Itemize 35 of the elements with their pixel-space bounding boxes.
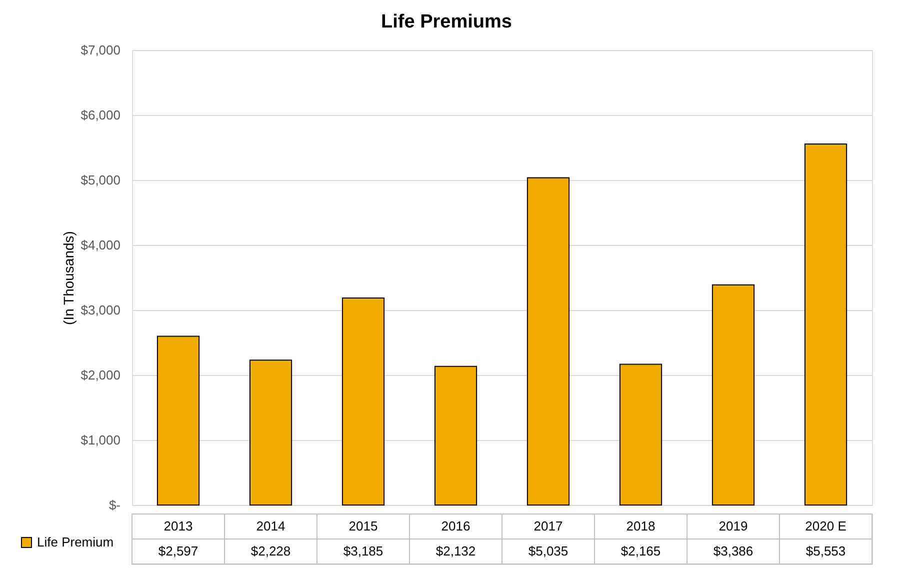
data-label: $2,597 [158, 544, 198, 558]
chart-title: Life Premiums [381, 12, 512, 32]
bar [249, 360, 292, 506]
y-tick-label: $3,000 [80, 302, 120, 318]
y-tick-label: $4,000 [80, 238, 120, 252]
x-tick-label: 2019 [718, 518, 748, 534]
y-tick-label: $6,000 [80, 108, 120, 122]
y-tick-label: $5,000 [80, 172, 120, 188]
x-tick-label: 2013 [164, 518, 193, 534]
x-tick-label: 2017 [534, 518, 563, 534]
data-label: $2,228 [250, 544, 291, 558]
bar [342, 297, 385, 506]
legend-label: Life Premium [37, 534, 114, 550]
data-label: $2,132 [436, 544, 476, 558]
y-tick-label: $2,000 [80, 368, 120, 382]
bar [712, 284, 755, 506]
data-label: $5,035 [528, 544, 568, 558]
bar [526, 177, 570, 506]
bar [804, 144, 848, 506]
data-label: $5,553 [806, 544, 846, 558]
bar [619, 364, 662, 506]
bar [434, 366, 478, 506]
x-tick-label: 2014 [256, 518, 286, 534]
y-axis-title: (In Thousands) [60, 231, 77, 325]
x-tick-label: 2016 [441, 518, 470, 534]
y-tick-label: $1,000 [80, 432, 120, 448]
data-label: $3,185 [343, 544, 384, 558]
bar [156, 336, 200, 506]
x-tick-label: 2018 [626, 518, 656, 534]
data-label: $2,165 [620, 544, 661, 558]
y-tick-label: $- [108, 498, 120, 512]
x-tick-label: 2015 [348, 518, 378, 534]
y-tick-label: $7,000 [80, 42, 120, 58]
x-tick-label: 2020 E [805, 518, 847, 534]
data-label: $3,386 [713, 544, 754, 558]
